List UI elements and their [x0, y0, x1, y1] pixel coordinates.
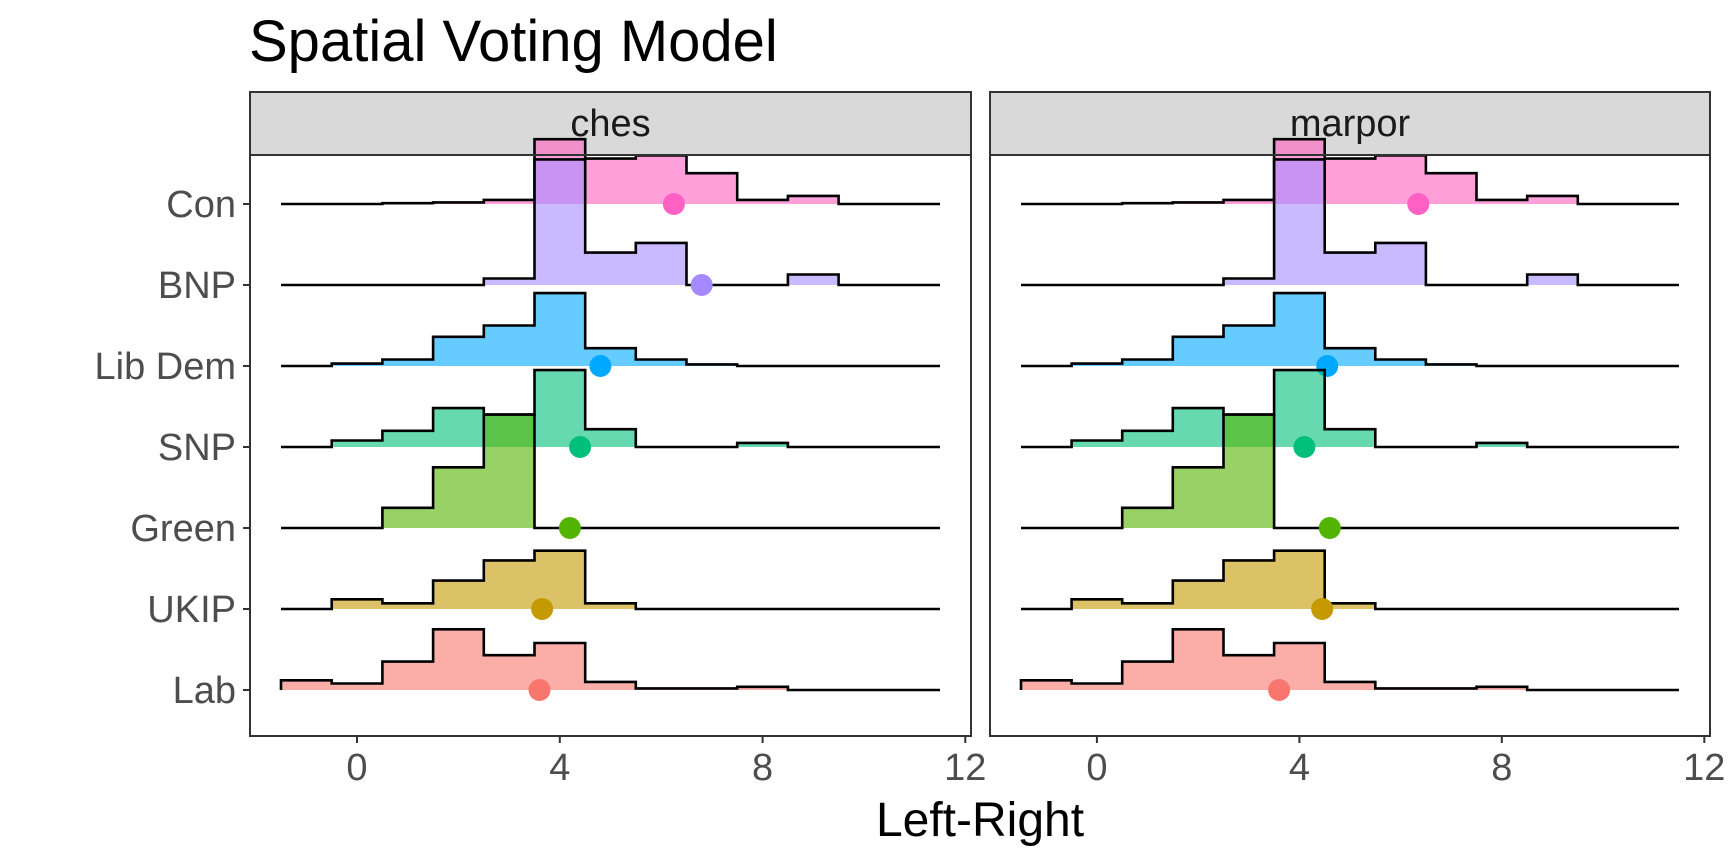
x-axis-label: Left-Right: [876, 794, 1084, 847]
ridge-lab: [1019, 628, 1679, 701]
x-axis: 0 4 8 12 0 4 8 12: [346, 736, 1725, 789]
ridge-lab: [279, 628, 940, 701]
x-tick-label: 4: [1289, 747, 1310, 789]
mean-point-green: [1318, 517, 1341, 539]
ridge-outline-green: [1021, 413, 1679, 530]
mean-point-ukip: [531, 598, 554, 620]
mean-point-lab: [1268, 679, 1291, 701]
mean-point-con: [662, 193, 685, 215]
ridge-fill-con: [281, 139, 940, 204]
ridge-outline-snp: [281, 368, 940, 449]
ridge-outline-snp: [1021, 368, 1679, 449]
ridge-fill-ukip: [1021, 550, 1679, 609]
ridge-outline-bnp: [281, 158, 940, 287]
ridge-fill-lib-dem: [281, 293, 940, 366]
ridge-outline-lab: [279, 628, 940, 692]
ridge-fill-bnp: [281, 159, 940, 285]
y-tick-label-lab: Lab: [173, 670, 236, 712]
ridge-ukip: [1021, 549, 1679, 620]
ridge-fill-snp: [281, 370, 940, 447]
mean-point-green: [558, 517, 581, 539]
mean-point-con: [1407, 193, 1430, 215]
ridge-green: [281, 413, 940, 539]
ridge-outline-lab: [1019, 628, 1679, 692]
ridge-outline-lib-dem: [1021, 291, 1679, 368]
ridge-outline-ukip: [1021, 549, 1679, 611]
ridge-outline-bnp: [1021, 158, 1679, 287]
panel-border: [249, 154, 972, 737]
ridge-fill-lab: [1021, 629, 1679, 690]
x-tick-label: 12: [1683, 747, 1725, 789]
ridge-fill-bnp: [1021, 159, 1679, 285]
mean-point-snp: [569, 436, 592, 458]
ridge-fill-con: [1021, 139, 1679, 204]
facet-strip-background: [989, 91, 1711, 156]
mean-point-ukip: [1311, 598, 1334, 620]
ridge-outline-ukip: [281, 549, 940, 611]
x-tick-label: 4: [549, 747, 570, 789]
y-tick-label-ukip: UKIP: [147, 589, 236, 631]
ridge-fill-green: [1021, 414, 1679, 528]
ridge-fill-green: [281, 414, 940, 528]
x-tick-label: 0: [1086, 747, 1107, 789]
y-tick-label-bnp: BNP: [158, 265, 236, 307]
y-tick-label-con: Con: [166, 184, 236, 226]
x-tick-label: 8: [752, 747, 773, 789]
ridge-outline-green: [281, 413, 940, 530]
mean-point-lib-dem: [589, 355, 612, 377]
ridge-bnp: [281, 158, 940, 296]
ridge-snp: [1021, 368, 1679, 458]
y-tick-label-green: Green: [130, 508, 236, 550]
mean-point-snp: [1293, 436, 1316, 458]
y-axis: Con BNP Lib Dem SNP Green UKIP Lab: [95, 184, 250, 712]
ridge-snp: [281, 368, 940, 458]
ridge-outline-lib-dem: [281, 291, 940, 368]
ridge-lib-dem: [281, 291, 940, 377]
panel-border: [989, 154, 1711, 737]
facet-panel-ches: ches: [249, 91, 972, 737]
ridge-ukip: [281, 549, 940, 620]
ridge-fill-ukip: [281, 550, 940, 609]
x-tick-label: 0: [346, 747, 367, 789]
facet-strip-background: [249, 91, 972, 156]
mean-point-bnp: [690, 274, 713, 296]
panel-marks: [1019, 137, 1679, 701]
ridge-outline-con: [1021, 137, 1679, 206]
ridge-fill-lib-dem: [1021, 293, 1679, 366]
ridge-fill-lab: [281, 629, 940, 690]
chart-title: Spatial Voting Model: [249, 9, 778, 74]
ridge-outline-con: [281, 137, 940, 206]
facet-panel-marpor: marpor: [989, 91, 1711, 737]
ridge-bnp: [1021, 158, 1679, 287]
panel-marks: [279, 137, 940, 701]
ridge-con: [1021, 137, 1679, 215]
ridge-fill-snp: [1021, 370, 1679, 447]
ridge-con: [281, 137, 940, 215]
y-tick-label-lib-dem: Lib Dem: [95, 346, 237, 388]
x-tick-label: 12: [944, 747, 986, 789]
ridge-green: [1021, 413, 1679, 539]
y-tick-label-snp: SNP: [158, 427, 236, 469]
mean-point-lab: [528, 679, 551, 701]
x-tick-label: 8: [1491, 747, 1512, 789]
